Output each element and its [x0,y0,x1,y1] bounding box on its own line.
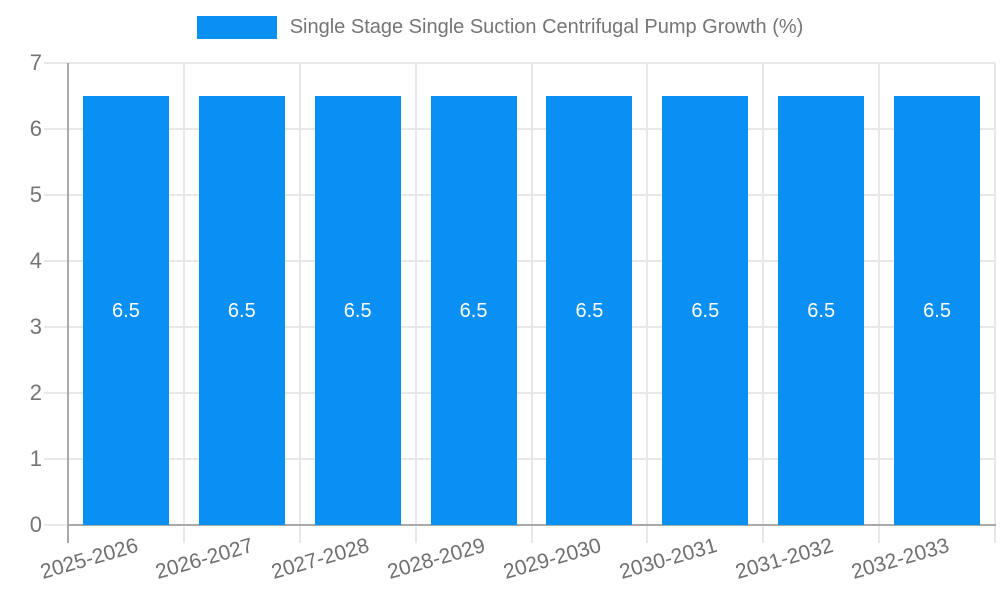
y-tick-label: 6 [29,116,42,141]
y-tick [44,524,68,526]
y-axis-line [67,63,69,543]
x-gridline [530,63,533,543]
bar-value-label: 6.5 [691,299,720,322]
x-category-label: 2026-2027 [153,534,257,584]
bar[interactable] [82,96,169,525]
y-tick [44,260,68,262]
bar-value-label: 6.5 [807,299,836,322]
bar-value-label: 6.5 [459,299,488,322]
bar-value-label: 6.5 [112,299,140,322]
bar-value-label: 6.5 [923,299,951,322]
y-tick-label: 5 [29,182,42,207]
x-gridline [414,63,417,543]
x-category-label: 2030-2031 [616,534,720,584]
y-tick-label: 4 [29,248,42,273]
bar-value-label: 6.5 [343,299,372,322]
y-tick-label: 7 [29,50,42,75]
x-gridline [646,63,649,543]
bar[interactable] [894,96,981,525]
x-gridline [762,63,765,543]
y-tick [44,194,68,196]
bar[interactable] [778,96,865,525]
x-gridline [994,63,996,543]
bar-value-label: 6.5 [227,299,256,322]
y-tick [44,458,68,460]
x-gridline [878,63,881,543]
bar-value-label: 6.5 [575,299,604,322]
x-category-label: 2025-2026 [37,534,141,584]
x-gridline [298,63,301,543]
y-tick-label: 0 [29,512,42,537]
bar[interactable] [546,96,633,525]
y-tick-label: 1 [29,446,42,471]
x-gridline [182,63,185,543]
legend-label: Single Stage Single Suction Centrifugal … [289,16,804,38]
y-tick-label: 3 [29,314,42,339]
legend[interactable]: Single Stage Single Suction Centrifugal … [0,16,1000,39]
x-category-label: 2032-2033 [848,534,952,584]
y-tick-label: 2 [29,380,42,405]
x-axis-line [67,524,996,526]
y-tick [44,392,68,394]
y-tick [44,326,68,328]
x-category-label: 2031-2032 [732,534,836,584]
y-tick [44,128,68,130]
bar[interactable] [314,96,401,525]
x-category-label: 2029-2030 [500,534,604,584]
bar[interactable] [430,96,517,525]
y-tick [44,62,68,64]
bar[interactable] [662,96,749,525]
x-category-label: 2028-2029 [385,534,488,584]
bar[interactable] [198,96,285,525]
legend-swatch[interactable] [196,16,277,39]
x-category-label: 2027-2028 [269,534,373,584]
